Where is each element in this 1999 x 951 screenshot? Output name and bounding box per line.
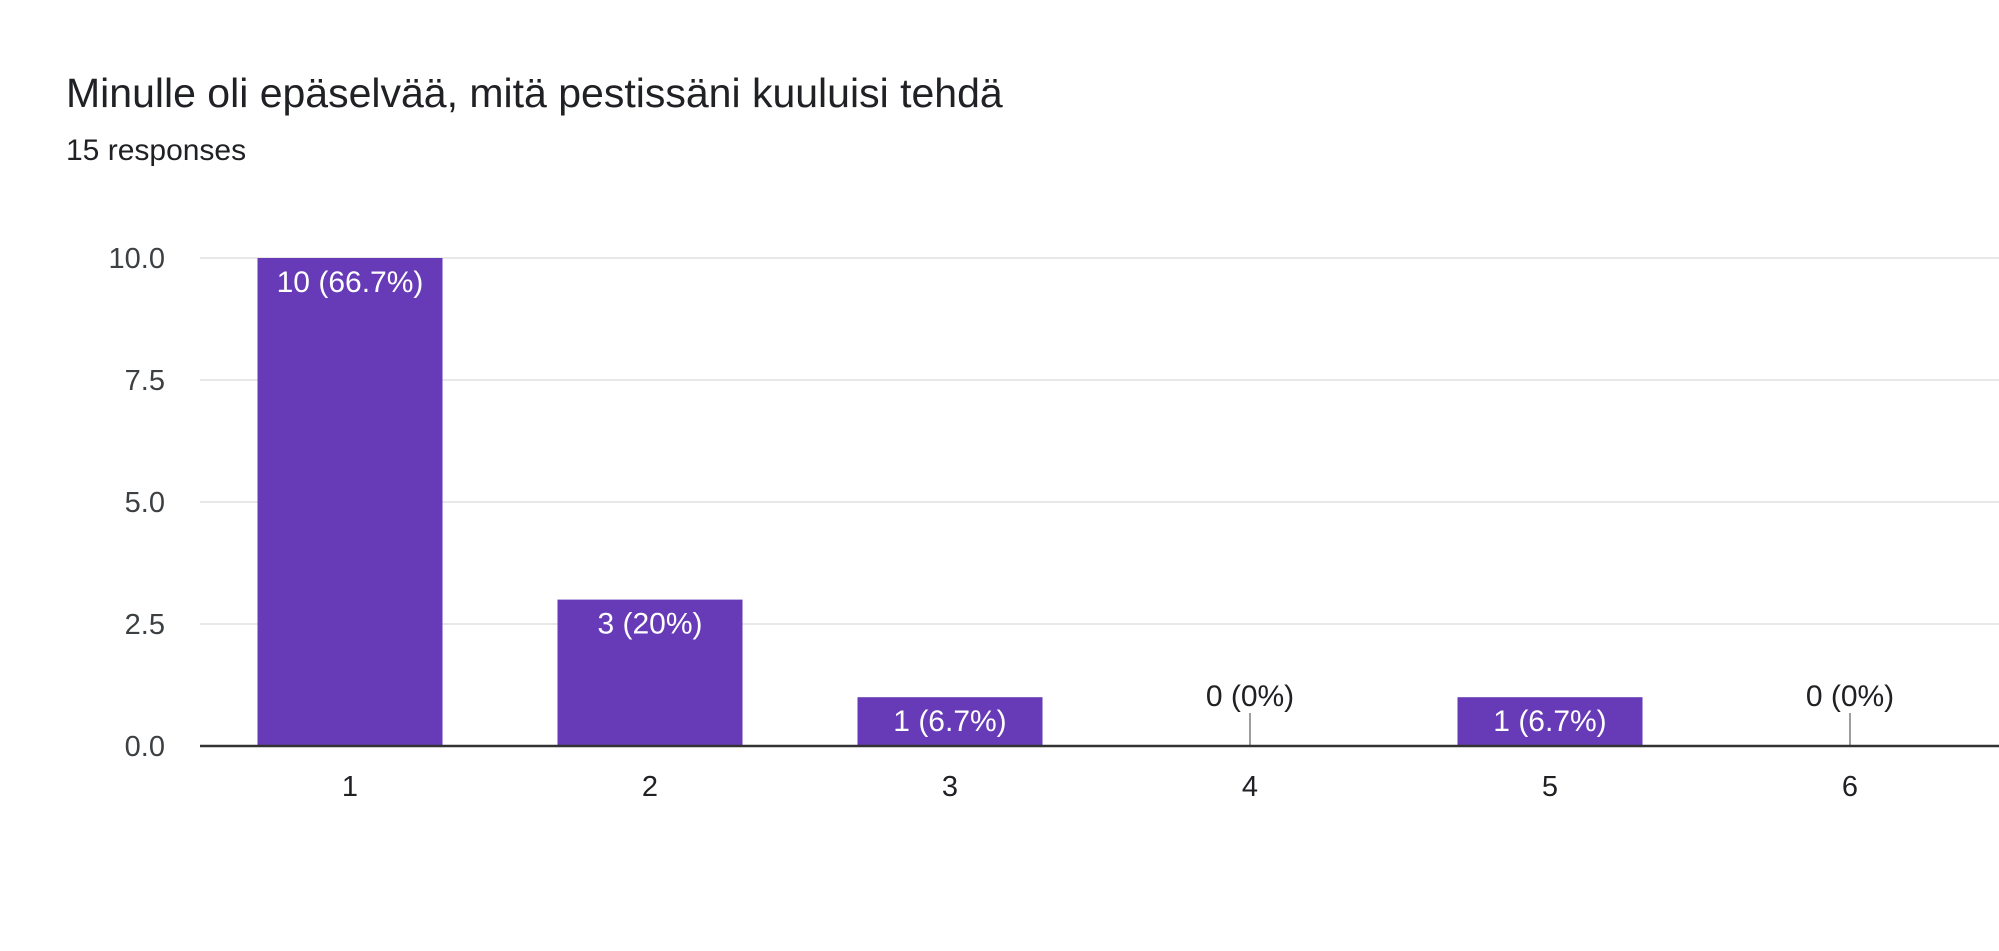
x-tick-label: 2 — [642, 771, 658, 803]
x-tick-label: 1 — [342, 771, 358, 803]
bar — [257, 258, 443, 746]
data-label: 10 (66.7%) — [277, 266, 424, 299]
response-count: 15 responses — [66, 134, 247, 167]
data-label: 1 (6.7%) — [1493, 705, 1606, 738]
bar — [1457, 697, 1643, 746]
bar — [857, 697, 1043, 746]
y-tick-label: 7.5 — [125, 365, 165, 397]
x-tick-label: 5 — [1542, 771, 1558, 803]
x-tick-label: 6 — [1842, 771, 1858, 803]
y-tick-label: 5.0 — [125, 487, 165, 519]
x-tick-label: 3 — [942, 771, 958, 803]
data-label: 0 (0%) — [1806, 680, 1894, 713]
y-tick-label: 0.0 — [125, 731, 165, 763]
x-tick-label: 4 — [1242, 771, 1258, 803]
y-tick-label: 10.0 — [109, 243, 165, 275]
y-tick-label: 2.5 — [125, 609, 165, 641]
data-label: 0 (0%) — [1206, 680, 1294, 713]
chart-title: Minulle oli epäselvää, mitä pestissäni k… — [66, 70, 1003, 116]
data-label: 3 (20%) — [597, 608, 702, 641]
data-label: 1 (6.7%) — [893, 705, 1006, 738]
bar — [557, 599, 743, 746]
